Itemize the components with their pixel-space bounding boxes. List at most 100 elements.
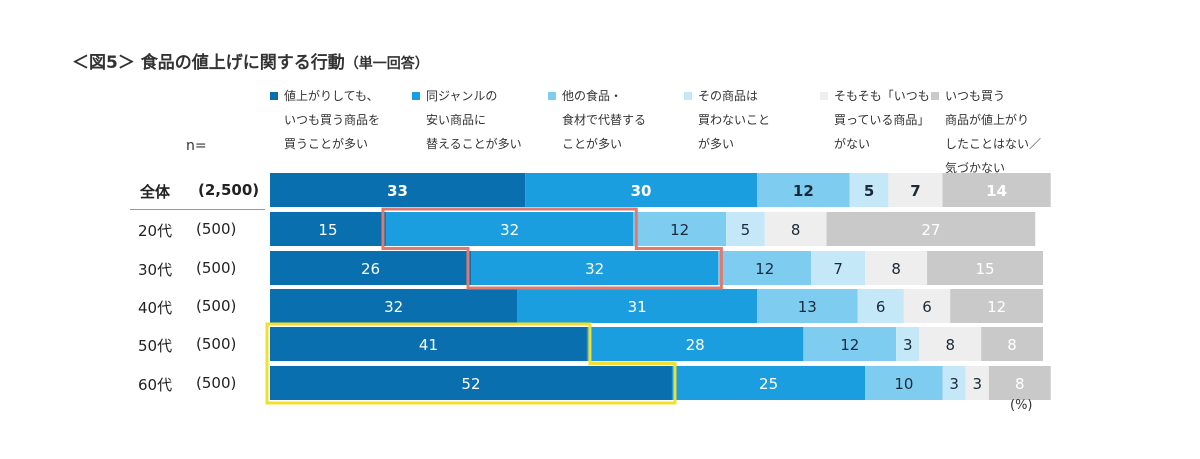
legend-swatch [548,92,556,100]
n-label: n= [186,138,207,154]
bar-segment [270,289,518,323]
bar-value-label: 25 [759,375,778,393]
bar-value-label: 12 [840,336,859,354]
bar-value-label: 3 [903,336,913,354]
row-label-sample-size: (2,500) [198,181,260,199]
bar-value-label: 15 [975,260,994,278]
bar-value-label: 6 [922,298,932,316]
bar-segment [811,251,866,285]
row-label-sample-size: (500) [196,259,237,277]
bar-segment [764,212,827,246]
bar-segment [270,173,526,207]
legend-label-line: がない [834,137,871,151]
bar-segment [718,251,812,285]
legend-label-line: 同ジャンルの [426,89,498,103]
legend-label-line: ことが多い [562,137,623,151]
bar-segment [988,366,1051,400]
bar-value-label: 7 [910,182,920,200]
legend-swatch [684,92,692,100]
bar-segment [270,212,386,246]
bar-value-label: 8 [1007,336,1017,354]
bar-segment [950,289,1043,323]
legend-label-line: したことはない／ [945,137,1042,151]
legend-label: 値上がりしても、 いつも買う商品を 買うことが多い [284,84,434,156]
chart-title-sub: （単一回答） [344,56,429,72]
bar-segment [857,289,904,323]
bar-segment [586,327,804,361]
legend-label-line: 買っている商品」 [834,113,930,127]
bar-value-label: 32 [500,221,519,239]
legend-label-line: 商品が値上がり [945,113,1030,127]
bar-value-label: 32 [585,260,604,278]
bar-segment [865,366,943,400]
legend-label-line: 買わないこと [698,113,771,127]
bar-value-label: 12 [987,298,1006,316]
bar-segment [671,366,866,400]
row-label-group: 20代 [138,222,173,240]
bar-value-label: 41 [419,336,438,354]
bar-segment [965,366,989,400]
row-label-sample-size: (500) [196,297,237,315]
bar-segment [756,173,850,207]
row-label-sample-size: (500) [196,335,237,353]
bar-segment [865,251,928,285]
bar-value-label: 6 [876,298,886,316]
bar-segment [756,289,858,323]
bar-value-label: 7 [833,260,843,278]
unit-label: (%) [1010,398,1033,413]
bar-segment [803,327,897,361]
bar-value-label: 14 [986,182,1007,200]
bar-segment [888,173,943,207]
bar-segment [942,173,1051,207]
legend-label: 他の食品・ 食材で代替する ことが多い [562,84,712,156]
highlight-outline [265,322,677,405]
legend-swatch [931,92,939,100]
bar-segment [726,212,765,246]
bar-segment [270,327,587,361]
bar-value-label: 3 [973,375,983,393]
legend-label-line: が多い [698,137,735,151]
row-label-group: 30代 [138,261,173,279]
bar-segment [849,173,889,207]
bar-segment [525,173,757,207]
legend-label-line: 食材で代替する [562,113,647,127]
legend-label-line: 気づかない [945,161,1006,175]
bar-segment [942,366,966,400]
chart-title: ＜図5＞ 食品の値上げに関する行動（単一回答） [72,48,429,73]
legend-label-line: そもそも「いつも [834,89,930,103]
bar-value-label: 3 [949,375,959,393]
bar-value-label: 8 [791,221,801,239]
bar-value-label: 31 [628,298,647,316]
legend-label: 同ジャンルの 安い商品に 替えることが多い [426,84,576,156]
bar-value-label: 30 [631,182,652,200]
legend-label-line: 買うことが多い [284,137,369,151]
legend-label: そもそも「いつも 買っている商品」 がない [834,84,984,156]
bar-value-label: 28 [686,336,705,354]
bar-segment [981,327,1043,361]
row-label-sample-size: (500) [196,374,237,392]
bar-segment [385,212,634,246]
bar-value-label: 13 [798,298,817,316]
bar-value-label: 27 [921,221,940,239]
bar-value-label: 15 [318,221,337,239]
row-label-group: 40代 [138,299,173,317]
bar-value-label: 26 [361,260,380,278]
bar-value-label: 52 [461,375,480,393]
legend-swatch [820,92,828,100]
bar-segment [270,366,672,400]
bar-value-label: 12 [793,182,814,200]
bar-value-label: 10 [894,375,913,393]
legend-swatch [412,92,420,100]
legend-label-line: その商品は [698,89,759,103]
bar-value-label: 5 [864,182,874,200]
bar-segment [517,289,757,323]
bar-segment [903,289,951,323]
bar-value-label: 5 [741,221,751,239]
bar-value-label: 8 [945,336,955,354]
legend-label-line: 替えることが多い [426,137,522,151]
legend-label-line: 値上がりしても、 [284,89,379,103]
bar-value-label: 8 [891,260,901,278]
bar-segment [896,327,920,361]
bar-segment [927,251,1043,285]
